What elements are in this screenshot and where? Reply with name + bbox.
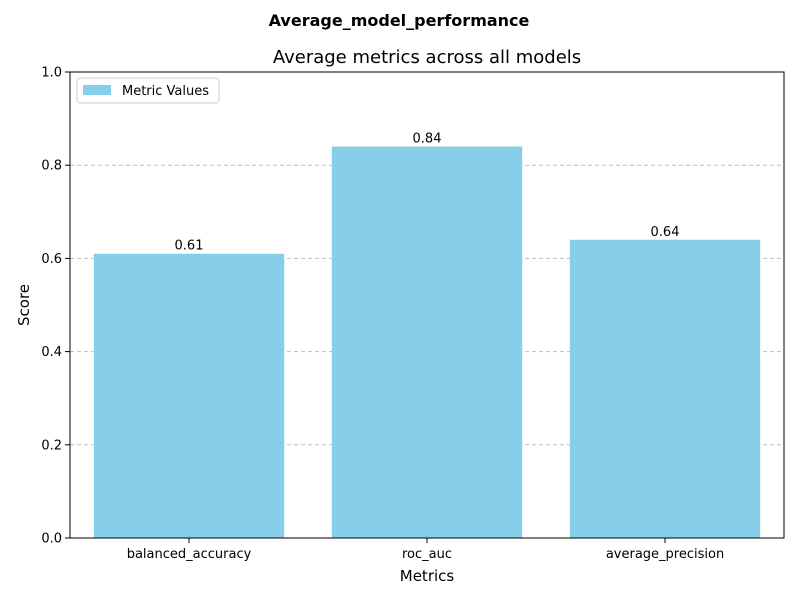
y-tick-label: 0.4 <box>41 345 62 360</box>
y-tick-label: 0.6 <box>41 252 62 267</box>
y-axis-ticks: 0.0 0.2 0.4 0.6 0.8 1.0 <box>41 66 70 547</box>
y-tick-label: 1.0 <box>41 66 62 81</box>
bar-balanced_accuracy <box>93 253 285 539</box>
bar-average_precision <box>569 239 761 538</box>
x-axis-label: Metrics <box>400 567 455 585</box>
legend-box <box>76 77 220 104</box>
data-label-roc_auc: 0.84 <box>413 132 442 147</box>
y-tick-label: 0.8 <box>41 159 62 174</box>
y-tick-label: 0.2 <box>41 438 62 453</box>
y-axis-label: Score <box>15 284 33 326</box>
x-tick-label: average_precision <box>606 547 724 562</box>
legend-label: Metric Values <box>122 84 209 99</box>
y-tick-label: 0.0 <box>41 532 62 547</box>
data-label-average_precision: 0.64 <box>651 225 680 240</box>
figure-suptitle: Average_model_performance <box>269 11 530 30</box>
bar-roc_auc <box>331 146 523 538</box>
data-labels: 0.61 0.84 0.64 <box>175 132 680 254</box>
x-axis-ticks: balanced_accuracy roc_auc average_precisio… <box>127 538 724 562</box>
x-tick-label: balanced_accuracy <box>127 547 252 562</box>
legend: Metric Values <box>76 77 220 104</box>
bars <box>93 146 761 539</box>
chart-title: Average metrics across all models <box>273 47 581 68</box>
legend-swatch <box>83 85 111 95</box>
data-label-balanced_accuracy: 0.61 <box>175 239 204 254</box>
x-tick-label: roc_auc <box>402 547 452 562</box>
